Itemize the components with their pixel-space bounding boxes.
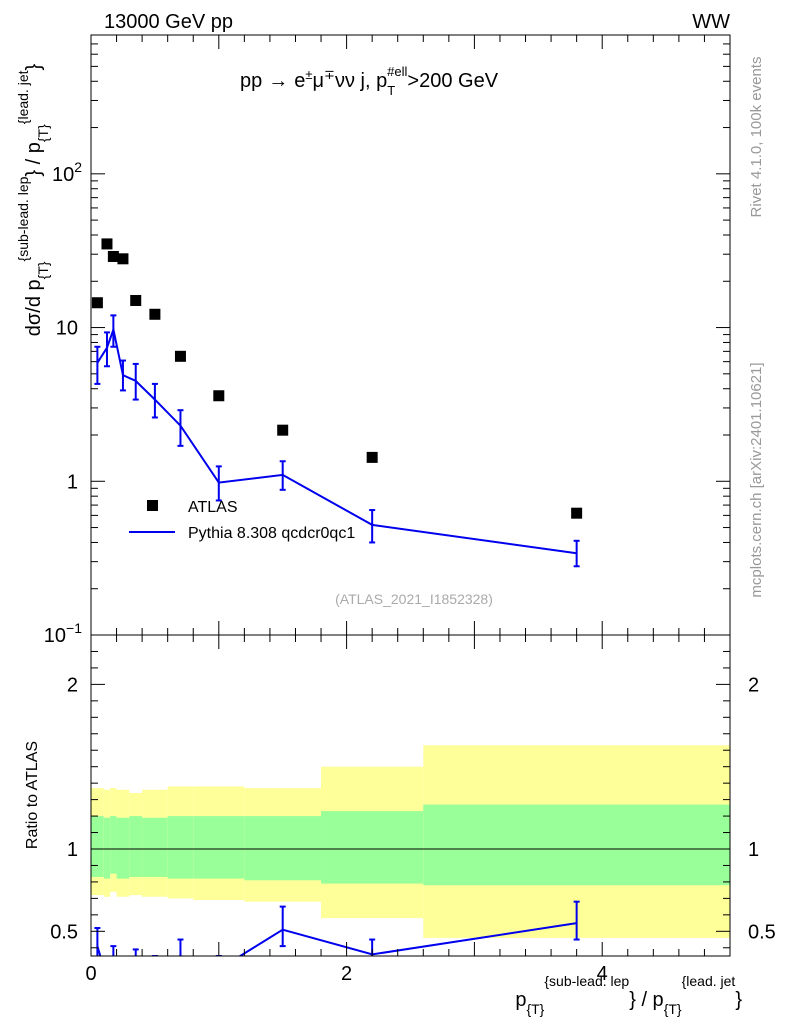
header-left: 13000 GeV pp: [104, 11, 233, 33]
pythia-line: [96, 325, 577, 555]
atlas-data-point: [571, 507, 583, 519]
ratio-y-axis-label: Ratio to ATLAS: [24, 741, 41, 849]
chart-title: pp → e±μ∓νν j, pT#ell>200 GeV: [240, 64, 499, 98]
ratio-panel: 0.5 1 2 0.5 1 2 0 2 4 Ratio to ATLAS p{T…: [24, 634, 776, 1017]
ratio-green-band: [423, 804, 730, 886]
atlas-data-point: [277, 424, 289, 436]
ratio-y-tick-label-1-right: 1: [748, 839, 759, 861]
main-panel: 10−1 1 10 102 pp → e±μ∓νν j, pT#ell>200 Ge…: [15, 34, 731, 647]
atlas-data-point: [101, 238, 113, 250]
ratio-green-band: [244, 816, 322, 881]
ratio-green-band: [116, 817, 130, 879]
ratio-y-tick-label-1-left: 1: [67, 839, 78, 861]
ratio-green-band: [110, 816, 117, 874]
ratio-green-band: [103, 817, 111, 879]
main-y-axis-label: dσ/d p{T}{sub-lead. lep} / p{T}{lead. je…: [15, 64, 51, 337]
y-tick-label-10: 10: [56, 318, 78, 340]
atlas-data-point: [117, 253, 129, 265]
mcplots-label: mcplots.cern.ch [arXiv:2401.10621]: [748, 362, 765, 597]
atlas-data-point: [91, 297, 103, 309]
main-y-tick-labels: 10−1 1 10 102: [44, 159, 82, 647]
x-tick-label-0: 0: [85, 963, 96, 985]
analysis-watermark: (ATLAS_2021_I1852328): [335, 591, 493, 607]
header-right: WW: [692, 11, 730, 33]
main-frame: [90, 34, 731, 636]
atlas-data-point: [149, 308, 161, 320]
ratio-green-band: [142, 817, 168, 877]
ratio-y-tick-label-0.5-left: 0.5: [50, 921, 78, 943]
ratio-y-tick-label-2-left: 2: [67, 674, 78, 696]
legend-pythia-label: Pythia 8.308 qcdcr0qc1: [188, 525, 355, 542]
y-tick-label-0.1: 10−1: [44, 620, 82, 647]
ratio-green-band: [167, 816, 194, 879]
ratio-uncertainty-bands: [91, 745, 730, 938]
ratio-green-band: [193, 816, 245, 879]
legend-atlas-label: ATLAS: [188, 499, 238, 516]
atlas-data-point: [366, 451, 378, 463]
ratio-frame: [90, 634, 731, 957]
atlas-data-point: [213, 390, 225, 402]
ratio-y-tick-label-0.5-right: 0.5: [748, 921, 776, 943]
atlas-data-point: [130, 294, 142, 306]
x-tick-label-2: 2: [341, 963, 352, 985]
rivet-label: Rivet 4.1.0, 100k events: [748, 57, 765, 218]
ratio-green-band: [129, 816, 143, 877]
main-series: [91, 238, 583, 568]
main-axis-ticks: [90, 34, 731, 636]
legend-atlas-marker: [147, 500, 158, 511]
ratio-pythia-line: [96, 922, 577, 956]
x-tick-label-4: 4: [597, 963, 608, 985]
x-axis-label: p{T}{sub-lead. lep} / p{T}{lead. jet}: [515, 973, 742, 1017]
atlas-data-point: [107, 250, 119, 262]
ratio-y-tick-label-2-right: 2: [748, 674, 759, 696]
y-tick-label-1: 1: [67, 471, 78, 493]
ratio-green-band: [321, 811, 424, 884]
legend: ATLAS Pythia 8.308 qcdcr0qc1: [129, 499, 355, 542]
y-tick-label-100: 102: [52, 159, 82, 186]
ratio-green-band: [91, 816, 104, 877]
atlas-data-point: [174, 350, 186, 362]
